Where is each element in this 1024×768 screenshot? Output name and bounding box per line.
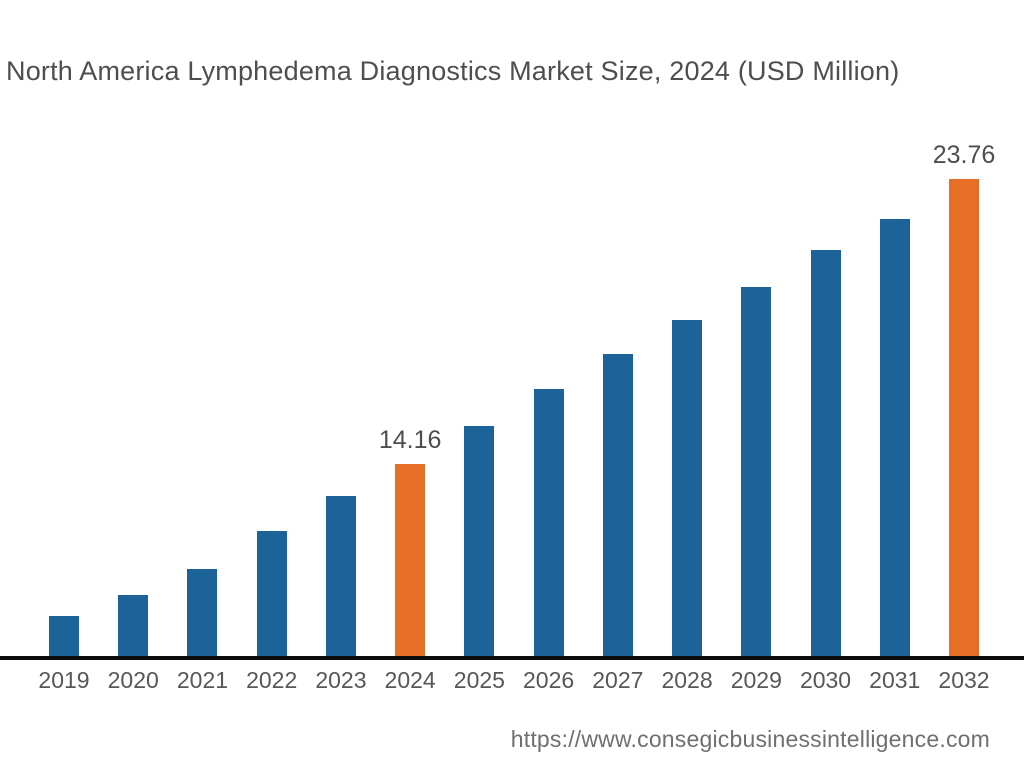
x-tick-2032: 2032 <box>938 667 990 693</box>
bar-2024 <box>395 464 426 656</box>
chart-title: North America Lymphedema Diagnostics Mar… <box>6 56 900 86</box>
bar-2020 <box>118 595 149 656</box>
x-tick-2026: 2026 <box>523 667 575 693</box>
bar-2027 <box>602 354 633 656</box>
x-tick-2023: 2023 <box>315 667 367 693</box>
x-tick-2030: 2030 <box>799 667 852 693</box>
bar-2032 <box>949 179 979 656</box>
bar-2030 <box>810 250 841 656</box>
data-label-2032: 23.76 <box>932 141 996 169</box>
bar-2019 <box>49 616 79 656</box>
data-label-2024: 14.16 <box>378 426 442 454</box>
source-url: https://www.consegicbusinessintelligence… <box>510 726 990 752</box>
x-tick-2024: 2024 <box>384 667 436 693</box>
bar-2022 <box>256 531 287 656</box>
x-tick-2029: 2029 <box>730 667 782 693</box>
bar-2023 <box>325 496 356 656</box>
x-tick-2027: 2027 <box>592 667 644 693</box>
x-tick-2022: 2022 <box>246 667 298 693</box>
x-tick-2031: 2031 <box>869 667 921 693</box>
x-tick-2019: 2019 <box>38 667 90 693</box>
x-tick-2025: 2025 <box>453 667 505 693</box>
x-tick-2020: 2020 <box>107 667 159 693</box>
x-axis-line <box>0 656 1024 660</box>
bar-2025 <box>464 426 495 656</box>
bar-2031 <box>879 219 910 656</box>
bar-2028 <box>672 320 703 656</box>
bar-2029 <box>741 287 772 656</box>
bar-2021 <box>187 569 218 656</box>
bar-2026 <box>533 389 564 656</box>
x-tick-2028: 2028 <box>661 667 713 693</box>
x-tick-2021: 2021 <box>176 667 229 693</box>
